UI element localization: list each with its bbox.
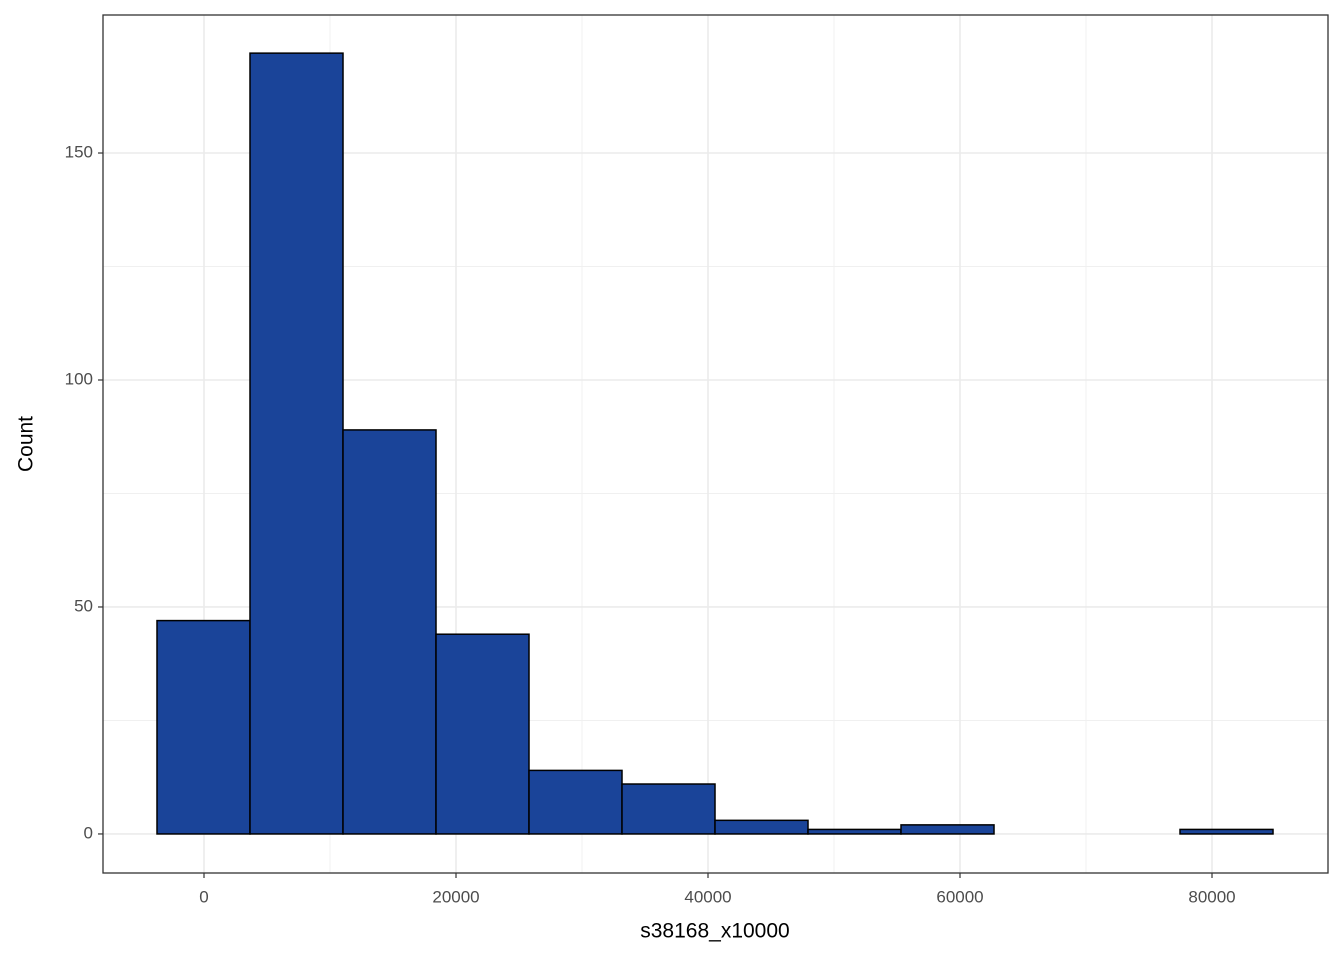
x-tick-label: 0 xyxy=(199,887,208,906)
bar xyxy=(528,769,623,835)
x-tick-label: 40000 xyxy=(684,887,731,906)
bar xyxy=(435,633,530,835)
x-tick-label: 60000 xyxy=(936,887,983,906)
x-tick-label: 80000 xyxy=(1188,887,1235,906)
x-axis-title: s38168_x10000 xyxy=(640,920,789,943)
y-tick-label: 150 xyxy=(65,142,93,161)
bar xyxy=(900,824,995,835)
y-tick-label: 0 xyxy=(84,823,93,842)
bar xyxy=(342,429,437,835)
y-tick-label: 50 xyxy=(74,596,93,615)
y-tick-label: 100 xyxy=(65,369,93,388)
bar xyxy=(621,783,716,835)
x-tick-label: 20000 xyxy=(432,887,479,906)
y-axis-title: Count xyxy=(15,416,38,472)
panel-border xyxy=(102,14,1329,874)
bar xyxy=(249,52,344,835)
bar xyxy=(1179,828,1274,835)
bar xyxy=(714,819,809,835)
bar xyxy=(807,828,902,835)
bar xyxy=(156,619,251,835)
